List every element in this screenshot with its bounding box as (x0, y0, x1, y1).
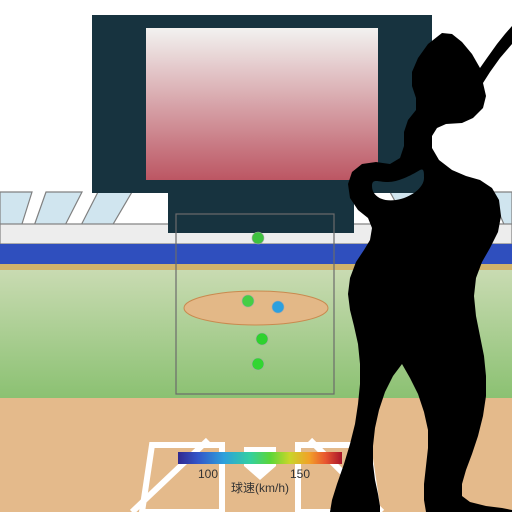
pitchers-mound (184, 291, 328, 325)
scoreboard-stem (168, 193, 354, 233)
legend-colorbar (178, 452, 342, 464)
pitch-marker (242, 295, 254, 307)
pitch-marker (252, 232, 264, 244)
legend-axis-label: 球速(km/h) (231, 481, 289, 495)
pitch-marker (272, 301, 284, 313)
legend-tick-label: 150 (290, 467, 310, 481)
legend-tick-label: 100 (198, 467, 218, 481)
pitch-marker (256, 333, 268, 345)
scoreboard-screen (146, 28, 378, 180)
pitch-marker (252, 358, 264, 370)
